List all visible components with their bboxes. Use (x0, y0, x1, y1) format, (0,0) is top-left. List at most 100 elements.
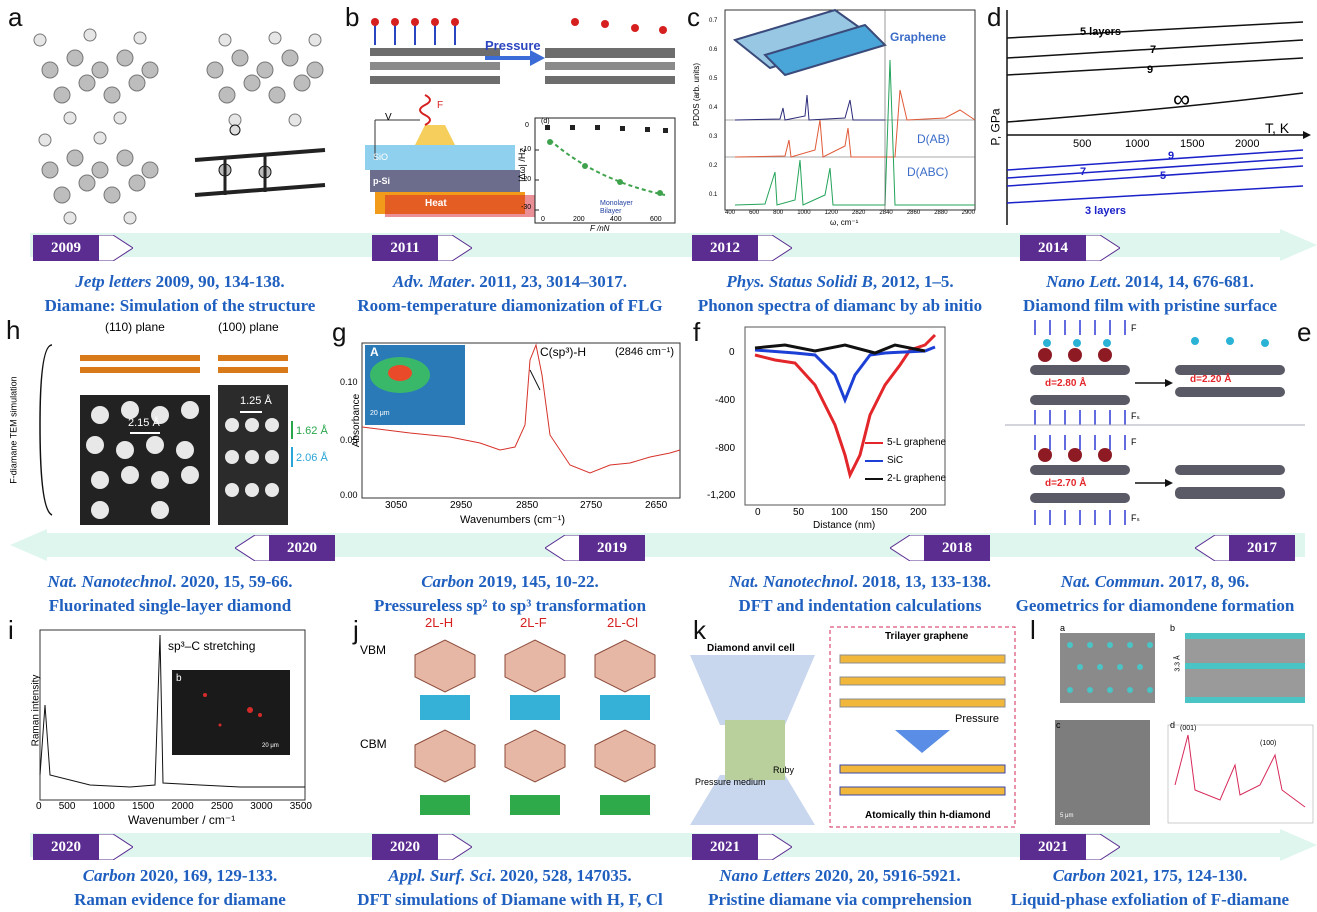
j-vbm: VBM (360, 643, 387, 657)
inset-xtick-3: 600 (650, 216, 662, 223)
year-label: 2011 (390, 239, 420, 256)
year-label: 2019 (597, 539, 627, 556)
pdos-xtick: 600 (749, 210, 760, 216)
h-d4: 2.06 Å (296, 452, 328, 464)
panel-a-structures (33, 28, 326, 225)
l-figure (1055, 633, 1314, 825)
panel-b-figure (365, 18, 676, 224)
sio2-label: SiO (373, 152, 389, 162)
pdos-ytick: 0.4 (709, 105, 718, 111)
pdos-ytick: 0.3 (709, 134, 718, 140)
dab-label: D(AB) (917, 132, 950, 146)
journal: Nat. Commun (1060, 572, 1160, 591)
d-7: 7 (1150, 44, 1157, 56)
g-xtick: 2650 (645, 500, 668, 511)
pdos-ytick: 0.1 (709, 192, 718, 198)
inset-xtick-1: 200 (573, 216, 585, 223)
f-ytick: -800 (715, 443, 736, 454)
d-xtick: 1000 (1125, 138, 1150, 150)
g-peak: C(sp³)-H (540, 345, 586, 359)
f-legend-1: 5-L graphene (887, 437, 947, 448)
title: Fluorinated single-layer diamond (48, 596, 292, 615)
f-xtick: 100 (831, 507, 848, 518)
i-figure (39, 629, 306, 801)
pdos-yticks: 0.1 0.2 0.3 0.4 0.5 0.6 0.7 (709, 18, 717, 198)
pdos-xtick: 1000 (797, 210, 811, 216)
journal: Nano Lett (1046, 272, 1117, 291)
pdos-ylabel: PDOS (arb. units) (692, 62, 702, 127)
pdos-xtick: 400 (725, 210, 736, 216)
panel-label-j: j (353, 615, 359, 645)
year-label: 2017 (1247, 539, 1277, 556)
h-110: (110) plane (105, 320, 165, 334)
panel-c: c Graphene D(AB) D(ABC) PDOS (arb. units… (685, 0, 985, 232)
year-tag-2020-c: 2020 (372, 834, 472, 860)
force-label: F (437, 100, 444, 111)
title: Raman evidence for diamane (74, 890, 286, 909)
d-xtick: 2000 (1235, 138, 1260, 150)
j-figure (414, 639, 656, 815)
g-xtick: 2850 (516, 500, 539, 511)
l-b: b (1170, 623, 1176, 633)
title: DFT simulations of Diamane with H, F, Cl (357, 890, 663, 909)
pressure-label: Pressure (485, 38, 541, 53)
citation-2021-nano: Nano Letters 2020, 20, 5916-5921. Pristin… (680, 864, 1000, 912)
timeline-arrow-2 (10, 529, 1305, 561)
j-cbm: CBM (360, 737, 387, 751)
year-tag-2021-b: 2021 (1020, 834, 1120, 860)
panel-c-figure (724, 8, 976, 211)
panel-k: k Diamond anvil cell Trilayer graphene P… (685, 615, 1020, 830)
journal: Carbon (1052, 866, 1106, 885)
panel-label-k: k (693, 615, 706, 645)
i-scale: 20 μm (262, 743, 279, 749)
i-xtick: 2000 (171, 801, 194, 812)
e-fs1: Fₛ (1131, 411, 1140, 421)
year-tag-2019: 2019 (545, 535, 645, 561)
citation-2011: Adv. Mater. 2011, 23, 3014–3017. Room-tem… (350, 270, 670, 318)
inset-ytick-1: -10 (521, 146, 532, 153)
g-xtick: 2950 (450, 500, 473, 511)
g-ytick: 0.00 (340, 490, 358, 500)
j-c3: 2L-Cl (607, 615, 639, 630)
journal: Adv. Mater (392, 272, 471, 291)
d-9: 9 (1147, 64, 1154, 76)
l-c: c (1056, 720, 1061, 730)
ref: 2020, 20, 5916-5921. (810, 866, 961, 885)
citation-2020-appl: Appl. Surf. Sci. 2020, 528, 147035. DFT s… (350, 864, 670, 912)
ref: . 2017, 8, 96. (1159, 572, 1250, 591)
year-label: 2014 (1038, 239, 1068, 256)
d-xtick: 500 (1073, 138, 1092, 150)
i-xtick: 3000 (250, 801, 273, 812)
title: Room-temperature diamonization of FLG (357, 296, 663, 315)
d-5b: 5 (1160, 170, 1167, 182)
d-ylabel: P, GPa (988, 108, 1003, 146)
panel-h: h (110) plane (100) plane F-diamane TEM … (0, 315, 330, 530)
f-xtick: 0 (755, 507, 761, 518)
inset-xlabel: F /nN (590, 224, 610, 232)
d-3layers: 3 layers (1085, 205, 1126, 217)
i-ylabel: Raman intensity (30, 674, 42, 747)
panel-label-a: a (8, 2, 23, 32)
l-s1: 5 μm (1060, 813, 1074, 819)
ref: 2019, 145, 10-22. (474, 572, 599, 591)
inset-xtick-0: 0 (541, 216, 545, 223)
pdos-xtick: 2900 (961, 210, 975, 216)
l-dim: 3.3 Å (1174, 655, 1182, 672)
k-hd: Atomically thin h-diamond (865, 810, 991, 821)
pdos-xlabel: ω, cm⁻¹ (830, 218, 859, 227)
panel-label-l: l (1030, 615, 1036, 645)
pdos-ytick: 0.6 (709, 47, 718, 53)
h-figure (39, 344, 293, 525)
e-d2: d=2.20 Å (1190, 374, 1232, 385)
j-c1: 2L-H (425, 615, 454, 630)
e-fs2: Fₛ (1131, 513, 1140, 523)
pdos-xtick: 800 (773, 210, 784, 216)
k-pressure: Pressure (955, 713, 1000, 725)
panel-g: g A 20 μm C(sp³)-H (2846 cm⁻¹) Absorbanc… (330, 315, 685, 530)
g-scale: 20 μm (370, 410, 390, 417)
g-xtick: 2750 (580, 500, 603, 511)
panel-label-h: h (6, 315, 21, 345)
g-ytick: 0.10 (340, 377, 358, 387)
year-tag-2020-a: 2020 (235, 535, 335, 561)
f-ytick: 0 (729, 347, 735, 358)
